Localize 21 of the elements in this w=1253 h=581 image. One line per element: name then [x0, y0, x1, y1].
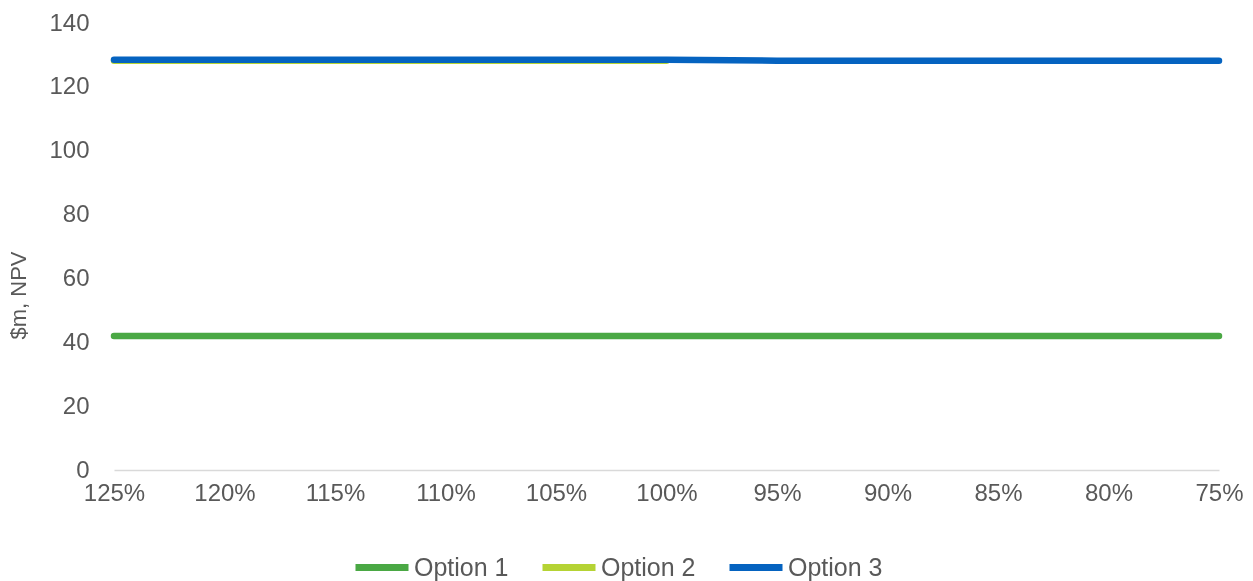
y-tick-label: 20: [62, 391, 90, 419]
y-tick-label: 100: [49, 136, 90, 164]
x-tick-label: 120%: [194, 478, 256, 506]
y-tick-label: 60: [62, 263, 90, 291]
x-tick-label: 95%: [753, 478, 802, 506]
legend-label: Option 3: [788, 552, 883, 581]
x-tick-label: 115%: [305, 478, 366, 506]
x-tick-label: 85%: [974, 478, 1023, 506]
x-tick-label: 110%: [416, 478, 476, 506]
legend-label: Option 2: [601, 552, 696, 581]
x-tick-label: 75%: [1195, 478, 1244, 506]
x-tick-label: 90%: [863, 478, 913, 506]
x-tick-label: 100%: [636, 478, 698, 506]
y-axis-title: $m, NPV: [5, 251, 31, 340]
legend-label: Option 1: [414, 552, 509, 581]
y-tick-label: 120: [49, 72, 90, 100]
x-tick-label: 80%: [1084, 478, 1134, 506]
y-tick-label: 140: [49, 8, 90, 36]
x-tick-label: 105%: [525, 478, 588, 506]
y-tick-label: 80: [62, 200, 90, 228]
y-tick-label: 40: [62, 327, 90, 355]
